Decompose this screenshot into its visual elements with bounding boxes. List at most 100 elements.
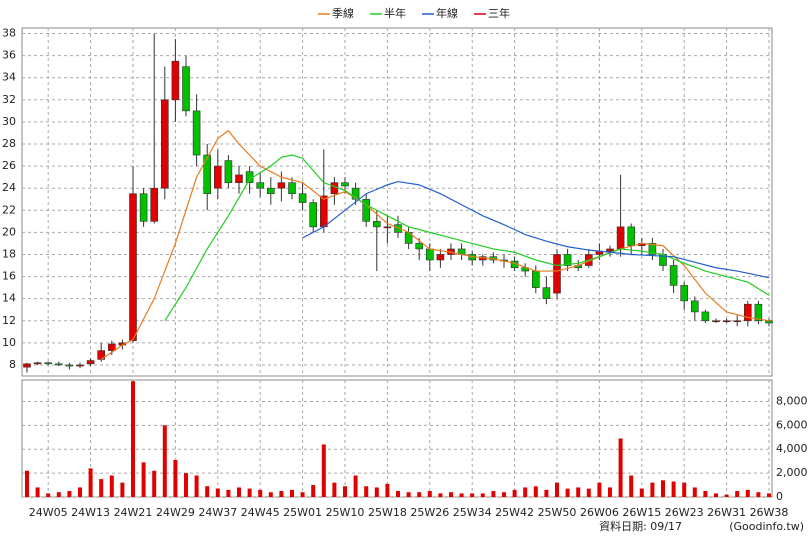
volume-bar <box>597 482 602 497</box>
volume-bar <box>353 475 358 497</box>
candle-body <box>733 320 742 323</box>
volume-bar <box>120 482 125 497</box>
candle-body <box>309 202 318 228</box>
volume-bar <box>279 491 284 497</box>
y-tick-label: 24 <box>2 181 16 194</box>
volume-bar <box>88 468 93 497</box>
volume-bar <box>406 492 411 497</box>
volume-bar <box>650 482 655 497</box>
volume-bar <box>671 481 676 497</box>
volume-bar <box>756 492 761 497</box>
candle-body <box>680 285 689 302</box>
y-tick-label: 12 <box>2 314 16 327</box>
candle-body <box>288 182 296 195</box>
ma-line <box>302 180 770 279</box>
legend-label: 三年 <box>488 6 510 20</box>
volume-bar <box>396 491 400 497</box>
candle-body <box>192 110 201 156</box>
volume-bar <box>300 492 305 497</box>
y-tick-label: 28 <box>2 137 16 150</box>
candle-body <box>65 364 74 367</box>
volume-bar <box>141 462 146 497</box>
volume-bar <box>639 488 644 497</box>
volume-bar <box>131 381 135 497</box>
candle-body <box>362 198 371 222</box>
footer-date: 資料日期: 09/17 <box>599 519 682 533</box>
x-tick-label: 26W23 <box>665 506 704 519</box>
ma-line <box>164 154 770 322</box>
candle-body <box>436 254 445 261</box>
candle-body <box>563 254 572 266</box>
volume-bar <box>247 488 252 497</box>
candle-body <box>531 270 540 288</box>
candle-body <box>351 187 360 200</box>
volume-bar <box>470 493 475 497</box>
candle-body <box>33 362 42 365</box>
y-tick-label: 32 <box>2 93 16 106</box>
volume-bar <box>586 488 591 497</box>
candle-body <box>235 174 243 183</box>
candle-body <box>701 311 710 322</box>
y-tick-label: 10 <box>2 336 16 349</box>
candle-body <box>214 165 222 189</box>
volume-bar <box>555 482 559 497</box>
candle-body <box>765 320 773 324</box>
candle-body <box>86 360 95 365</box>
volume-bar <box>237 487 241 497</box>
x-tick-label: 25W01 <box>283 506 322 519</box>
volume-bar <box>290 489 294 497</box>
volume-bar <box>417 492 422 497</box>
candle-body <box>97 350 105 360</box>
y2-tick-label: 2,000 <box>776 466 808 479</box>
volume-bar <box>427 491 432 497</box>
volume-bar <box>502 492 506 497</box>
volume-bar <box>311 485 316 497</box>
volume-bar <box>35 487 40 497</box>
x-tick-label: 26W31 <box>707 506 746 519</box>
footer-source: (Goodinfo.tw) <box>729 520 804 533</box>
volume-bar <box>268 492 273 497</box>
x-tick-label: 24W13 <box>71 506 110 519</box>
x-tick-label: 24W45 <box>241 506 280 519</box>
candle-body <box>277 182 286 189</box>
candle-body <box>553 254 561 294</box>
volume-bar <box>67 491 72 497</box>
y-tick-label: 18 <box>2 247 16 260</box>
volume-bar <box>332 482 337 497</box>
volume-bar <box>258 489 263 497</box>
candle-body <box>606 248 614 252</box>
y2-tick-label: 4,000 <box>776 442 808 455</box>
candle-body <box>54 363 63 366</box>
x-tick-label: 25W50 <box>538 506 577 519</box>
volume-bar <box>714 493 718 497</box>
volume-bar <box>745 489 750 497</box>
volume-bar <box>385 483 390 497</box>
candle-body <box>341 182 349 187</box>
x-tick-label: 25W18 <box>368 506 407 519</box>
candle-body <box>722 320 731 323</box>
volume-bar <box>226 489 231 497</box>
candle-body <box>203 154 211 195</box>
volume-bar <box>152 470 157 497</box>
volume-bar <box>56 492 61 497</box>
y-tick-label: 36 <box>2 49 16 62</box>
x-tick-label: 26W38 <box>750 506 789 519</box>
x-tick-label: 25W26 <box>410 506 449 519</box>
volume-bar <box>109 475 114 497</box>
x-tick-label: 24W37 <box>198 506 237 519</box>
y2-tick-label: 8,000 <box>776 394 808 407</box>
candle-body <box>383 226 392 229</box>
candle-body <box>139 193 148 222</box>
candle-body <box>266 187 275 195</box>
volume-bar <box>523 487 528 497</box>
candle-body <box>256 182 265 189</box>
volume-bar <box>565 488 570 497</box>
candle-body <box>171 60 180 101</box>
volume-bar <box>459 493 464 497</box>
volume-bar <box>767 493 771 497</box>
candle-body <box>23 363 31 368</box>
candle-body <box>298 193 307 203</box>
volume-bar <box>215 488 220 497</box>
volume-bar <box>480 493 485 497</box>
y-tick-label: 16 <box>2 270 16 283</box>
